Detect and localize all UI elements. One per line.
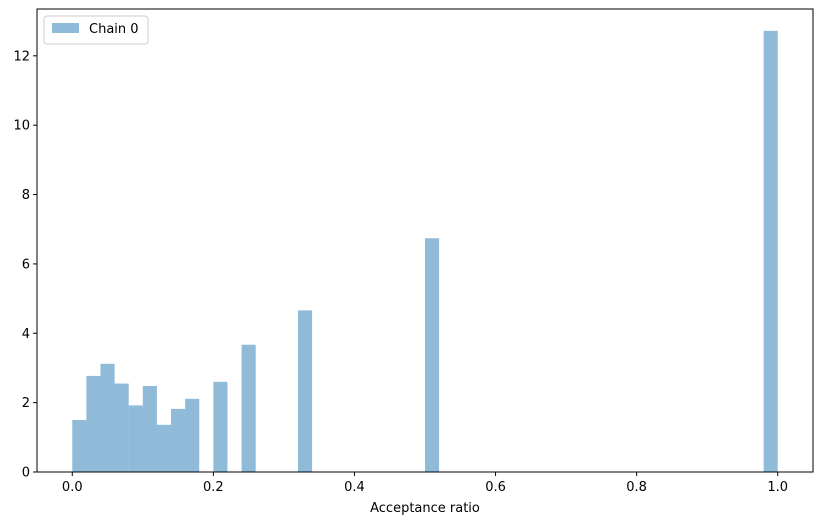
x-tick-label: 0.8 bbox=[626, 480, 647, 495]
y-tick-label: 0 bbox=[22, 466, 30, 481]
x-tick-label: 0.4 bbox=[344, 480, 365, 495]
histogram-bar bbox=[171, 408, 186, 472]
x-tick-label: 0.6 bbox=[485, 480, 506, 495]
histogram-bar bbox=[72, 419, 87, 472]
plot-frame bbox=[36, 8, 814, 473]
bars-group bbox=[72, 30, 778, 472]
y-tick-label: 8 bbox=[22, 188, 30, 203]
histogram-bar bbox=[156, 424, 172, 472]
histogram-bar bbox=[298, 310, 313, 472]
x-axis-label: Acceptance ratio bbox=[370, 501, 480, 516]
histogram-bar bbox=[114, 383, 129, 472]
histogram-bar bbox=[100, 363, 115, 472]
y-tick-label: 4 bbox=[22, 327, 30, 342]
histogram-bar bbox=[241, 344, 256, 472]
legend-label: Chain 0 bbox=[89, 22, 139, 37]
histogram-bar bbox=[142, 385, 157, 472]
histogram-bar bbox=[185, 398, 200, 472]
histogram-bar bbox=[128, 405, 143, 472]
x-tick-label: 0.2 bbox=[203, 480, 224, 495]
y-tick-label: 2 bbox=[22, 396, 30, 411]
histogram-bar bbox=[213, 381, 228, 472]
histogram-bar bbox=[86, 375, 101, 472]
x-axis: 0.0 0.2 0.4 0.6 0.8 1.0 bbox=[62, 472, 788, 495]
legend: Chain 0 bbox=[43, 15, 149, 45]
y-tick-label: 12 bbox=[13, 49, 30, 64]
y-tick-label: 10 bbox=[13, 119, 30, 134]
histogram-bar bbox=[425, 238, 440, 472]
x-tick-label: 1.0 bbox=[767, 480, 788, 495]
x-tick-label: 0.0 bbox=[62, 480, 83, 495]
histogram-bar bbox=[763, 30, 778, 472]
legend-swatch bbox=[52, 23, 79, 33]
y-axis: 0 2 4 6 8 10 12 bbox=[13, 49, 37, 481]
y-tick-label: 6 bbox=[22, 257, 30, 272]
